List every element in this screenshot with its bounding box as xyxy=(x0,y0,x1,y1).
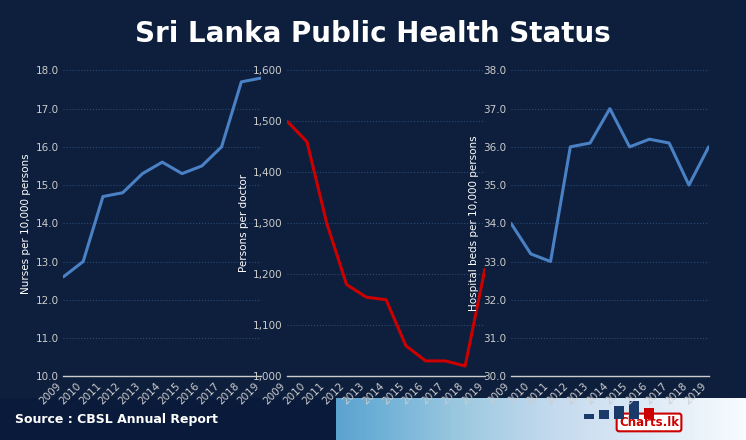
Y-axis label: Hospital beds per 10,000 persons: Hospital beds per 10,000 persons xyxy=(468,136,479,311)
Bar xyxy=(585,414,595,419)
Bar xyxy=(0,398,336,440)
Text: Source : CBSL Annual Report: Source : CBSL Annual Report xyxy=(15,413,218,425)
Bar xyxy=(600,410,609,419)
Text: Sri Lanka Public Health Status: Sri Lanka Public Health Status xyxy=(135,20,611,48)
Text: Charts.lk: Charts.lk xyxy=(619,416,679,429)
Bar xyxy=(614,406,624,419)
Y-axis label: Nurses per 10,000 persons: Nurses per 10,000 persons xyxy=(21,153,31,293)
Bar xyxy=(630,401,639,419)
Bar xyxy=(644,407,653,419)
Y-axis label: Persons per doctor: Persons per doctor xyxy=(239,174,248,272)
